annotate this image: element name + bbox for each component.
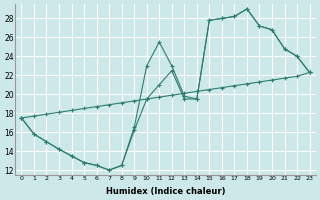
- X-axis label: Humidex (Indice chaleur): Humidex (Indice chaleur): [106, 187, 225, 196]
